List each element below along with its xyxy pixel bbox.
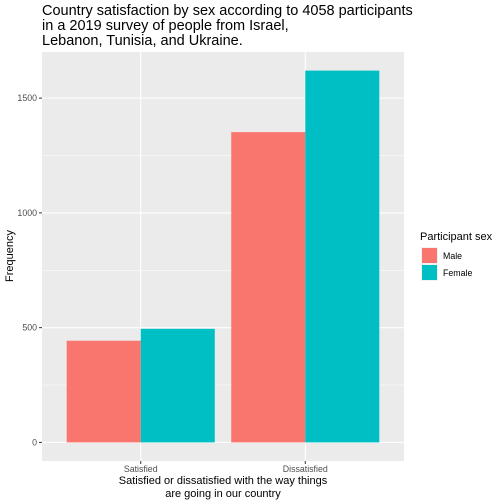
legend-label-female: Female <box>443 268 472 278</box>
chart-title-line: Country satisfaction by sex according to… <box>42 3 413 19</box>
y-tick-label: 1500 <box>17 93 37 103</box>
x-axis-ticks: Satisfied Dissatisfied <box>124 461 328 474</box>
bar-male-satisfied <box>66 340 141 443</box>
x-tick-label: Dissatisfied <box>283 464 328 474</box>
legend-title: Participant sex <box>420 231 493 243</box>
x-axis-title: Satisfied or dissatisfied with the way t… <box>119 475 328 500</box>
x-axis-title-line: are going in our country <box>165 488 281 500</box>
y-tick-label: 0 <box>32 437 37 447</box>
y-tick-label: 500 <box>22 323 37 333</box>
legend-swatch-female <box>422 265 437 280</box>
chart-title: Country satisfaction by sex according to… <box>42 3 413 49</box>
y-axis-ticks: 0 500 1000 1500 <box>17 93 42 447</box>
legend-label-male: Male <box>443 251 462 261</box>
legend: Participant sex Male Female <box>420 231 493 281</box>
legend-swatch-male <box>422 248 437 263</box>
bar-female-satisfied <box>140 328 215 443</box>
x-tick-label: Satisfied <box>124 464 158 474</box>
bars <box>66 70 380 443</box>
x-axis-title-line: Satisfied or dissatisfied with the way t… <box>119 475 328 487</box>
chart-title-line: Lebanon, Tunisia, and Ukraine. <box>42 33 243 49</box>
y-tick-label: 1000 <box>17 208 37 218</box>
chart-title-line: in a 2019 survey of people from Israel, <box>42 18 289 34</box>
bar-female-dissatisfied <box>305 70 380 443</box>
bar-male-dissatisfied <box>231 132 306 443</box>
y-axis-title: Frequency <box>4 230 16 282</box>
